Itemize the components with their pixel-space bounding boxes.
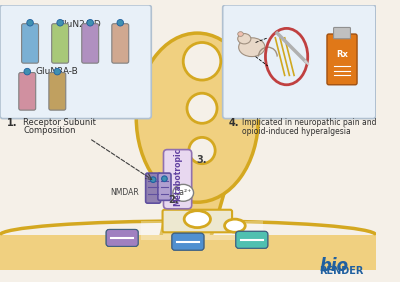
Ellipse shape (57, 19, 64, 26)
Polygon shape (158, 188, 226, 270)
Ellipse shape (187, 93, 217, 123)
Ellipse shape (224, 219, 245, 232)
Text: Composition: Composition (24, 126, 76, 135)
FancyBboxPatch shape (146, 173, 161, 203)
FancyBboxPatch shape (19, 72, 36, 110)
FancyBboxPatch shape (106, 230, 138, 246)
Ellipse shape (54, 68, 61, 75)
Text: 2.: 2. (168, 195, 179, 205)
FancyBboxPatch shape (223, 5, 376, 119)
Ellipse shape (189, 137, 215, 164)
FancyBboxPatch shape (334, 27, 350, 39)
FancyBboxPatch shape (162, 210, 232, 232)
FancyBboxPatch shape (236, 231, 268, 248)
Text: 3.: 3. (197, 155, 207, 165)
Text: Ca²⁺: Ca²⁺ (174, 188, 192, 197)
FancyBboxPatch shape (0, 5, 151, 119)
Ellipse shape (24, 68, 30, 75)
Ellipse shape (184, 211, 210, 228)
Text: Implicated in neuropathic pain and: Implicated in neuropathic pain and (242, 118, 377, 127)
Ellipse shape (173, 184, 194, 201)
FancyBboxPatch shape (49, 72, 66, 110)
Ellipse shape (150, 177, 156, 182)
FancyBboxPatch shape (172, 233, 204, 250)
Ellipse shape (27, 19, 33, 26)
Text: NMDAR: NMDAR (110, 188, 139, 197)
Ellipse shape (136, 33, 258, 202)
FancyBboxPatch shape (327, 34, 357, 85)
Ellipse shape (162, 176, 167, 182)
Text: Receptor Subunit: Receptor Subunit (24, 118, 96, 127)
Ellipse shape (87, 19, 94, 26)
FancyBboxPatch shape (82, 24, 99, 63)
Text: GluN3A-B: GluN3A-B (35, 67, 78, 76)
Text: 1.: 1. (6, 118, 17, 128)
FancyBboxPatch shape (106, 230, 138, 246)
Text: 4.: 4. (228, 118, 239, 128)
Polygon shape (0, 235, 376, 270)
FancyBboxPatch shape (112, 24, 129, 63)
Ellipse shape (238, 34, 251, 44)
Polygon shape (141, 221, 263, 240)
FancyBboxPatch shape (164, 150, 192, 209)
Text: RENDER: RENDER (320, 266, 364, 276)
FancyBboxPatch shape (158, 173, 171, 200)
FancyBboxPatch shape (22, 24, 38, 63)
Text: GluN2A-D: GluN2A-D (58, 20, 102, 29)
FancyBboxPatch shape (52, 24, 68, 63)
Text: opioid-induced hyperalgesia: opioid-induced hyperalgesia (242, 127, 351, 136)
Ellipse shape (183, 43, 221, 80)
FancyBboxPatch shape (236, 231, 268, 248)
FancyBboxPatch shape (172, 233, 204, 250)
Text: Rx: Rx (336, 50, 348, 59)
Text: bio: bio (320, 257, 348, 275)
Ellipse shape (238, 32, 243, 36)
Text: Metabotropic: Metabotropic (173, 148, 182, 206)
Ellipse shape (117, 19, 124, 26)
Ellipse shape (239, 38, 265, 57)
